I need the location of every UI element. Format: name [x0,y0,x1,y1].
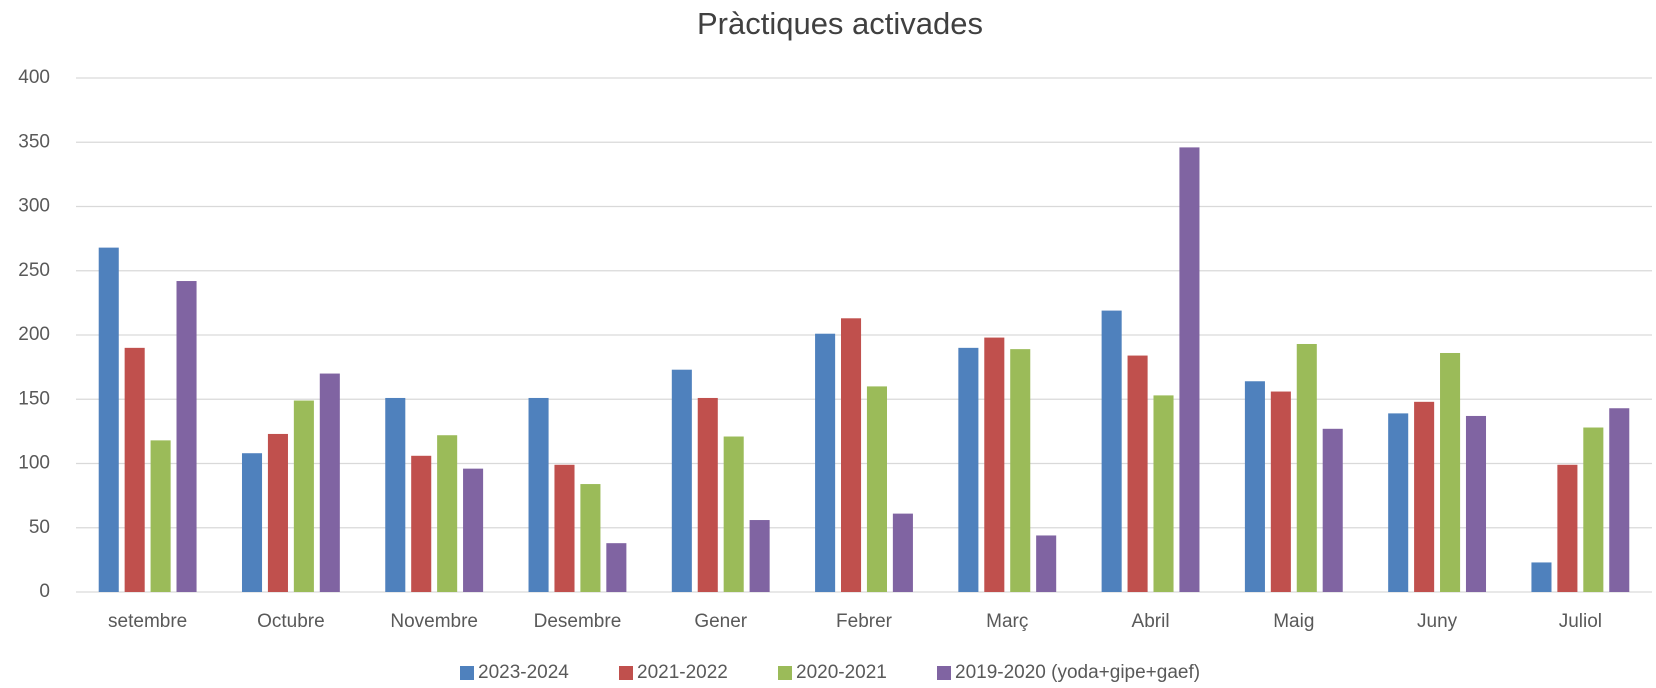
bar [176,281,197,592]
bar [1127,355,1148,592]
x-tick-label: Març [986,611,1028,632]
bar [241,453,263,592]
x-tick-label: Abril [1132,611,1170,632]
bar [1010,349,1031,592]
y-tick-label: 300 [18,196,50,217]
bar [958,347,979,592]
bar [385,397,406,592]
legend-label: 2019-2020 (yoda+gipe+gaef) [955,662,1200,683]
y-tick-label: 0 [39,581,50,602]
bar [411,455,432,592]
bar [528,397,549,592]
bar [1557,464,1578,592]
bar [892,513,913,592]
bar [1036,535,1057,592]
bar [1414,401,1435,592]
x-tick-label: Gener [694,611,747,632]
x-tick-label: Maig [1273,611,1314,632]
bar [1101,310,1122,592]
bar [150,440,171,592]
y-tick-label: 100 [18,453,50,474]
bar [1296,343,1317,592]
bar [1583,427,1604,592]
y-tick-label: 200 [18,324,50,345]
chart-title: Pràctiques activades [697,6,983,41]
bar [697,397,718,592]
bar [1465,415,1487,592]
bar [437,435,458,592]
bar [1179,147,1200,592]
x-tick-label: Desembre [534,611,622,632]
bar [723,436,744,592]
legend-swatch [937,666,951,680]
y-tick-label: 350 [18,131,50,152]
bar [1609,408,1630,592]
bar [841,318,862,592]
bar [1153,395,1174,592]
x-tick-label: Octubre [257,611,325,632]
bar [1244,381,1265,592]
bar [267,433,288,592]
bar [1322,428,1343,592]
x-tick-label: Febrer [836,611,893,632]
legend-label: 2023-2024 [478,662,569,683]
bar [1531,562,1552,592]
bar [866,386,887,592]
legend-swatch [778,666,792,680]
bar [293,400,314,592]
bar [984,337,1005,592]
legend-label: 2021-2022 [637,662,728,683]
x-tick-label: Juny [1417,611,1458,632]
y-tick-label: 250 [18,260,50,281]
x-tick-label: Novembre [390,611,478,632]
bar [98,247,119,592]
legend-swatch [619,666,633,680]
bar [606,543,627,592]
bar [124,347,145,592]
legend-swatch [460,666,474,680]
bar [580,484,601,592]
y-tick-label: 50 [29,517,50,538]
bar [1388,413,1409,592]
bar [554,464,575,592]
bar [463,468,484,592]
x-tick-label: setembre [108,611,187,632]
bar [815,333,836,592]
y-tick-label: 150 [18,388,50,409]
bar [319,373,340,592]
bar [1270,391,1291,592]
bar [1440,352,1461,592]
legend-label: 2020-2021 [796,662,887,683]
x-tick-label: Juliol [1559,611,1602,632]
bar [671,369,692,592]
bar [749,520,770,592]
y-tick-label: 400 [18,67,50,88]
